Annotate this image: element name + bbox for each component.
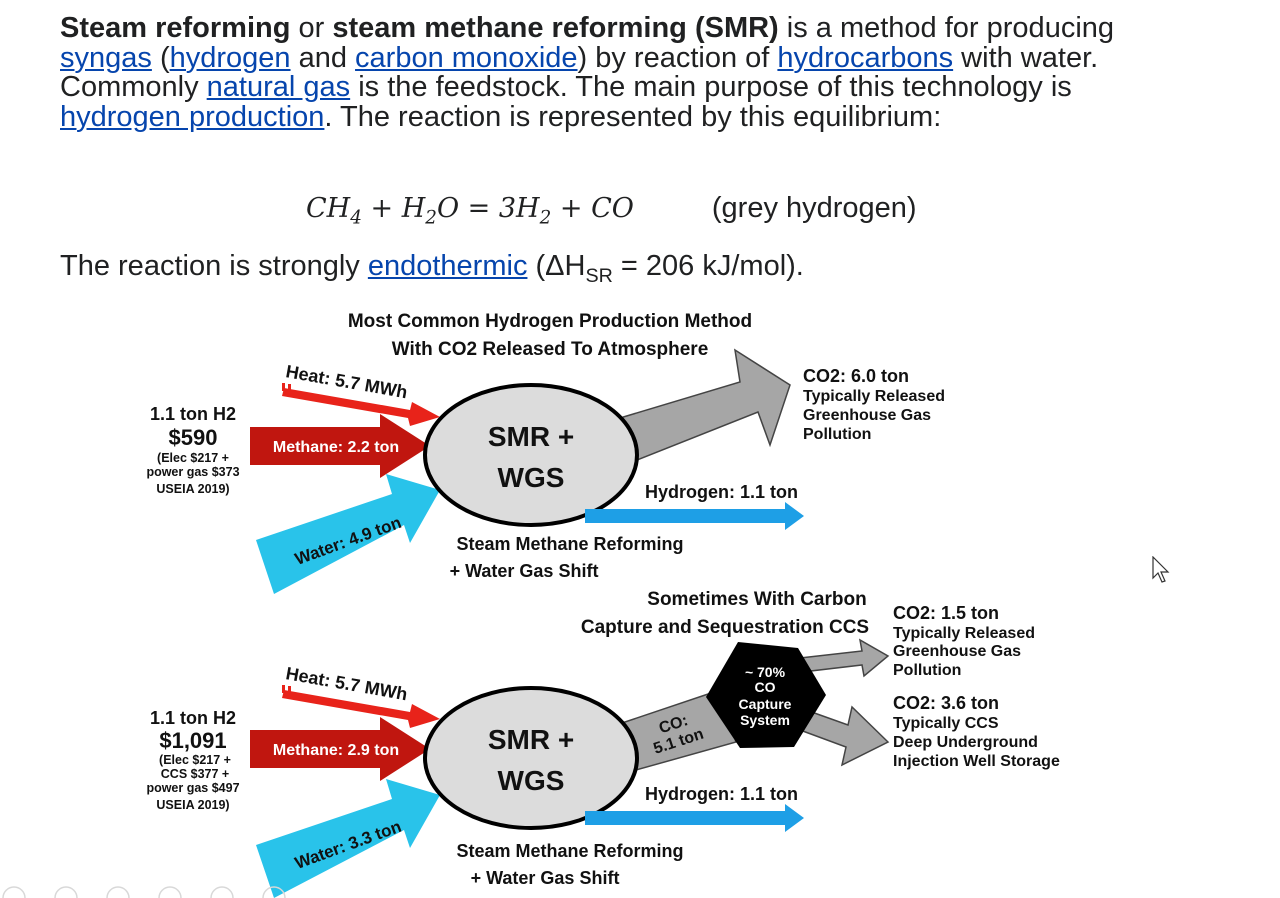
intro-paragraph: Steam reforming or steam methane reformi… <box>60 12 1115 133</box>
bottom-title-1: Sometimes With Carbon <box>647 589 866 610</box>
process-label-1: Steam Methane Reforming <box>456 841 683 861</box>
process-label-1: Steam Methane Reforming <box>456 534 683 554</box>
link-carbon-monoxide[interactable]: carbon monoxide <box>355 41 578 74</box>
capture-label-2: CO <box>755 679 776 695</box>
hydrogen-label: Hydrogen: 1.1 ton <box>645 482 798 502</box>
methane-label: Methane: 2.2 ton <box>273 439 399 456</box>
toolbar-button-icon[interactable] <box>262 886 286 898</box>
link-endothermic[interactable]: endothermic <box>367 250 528 282</box>
co2-release-label-1: CO2: 1.5 ton <box>893 603 999 623</box>
methane-label: Methane: 2.9 ton <box>273 742 399 759</box>
capture-system <box>706 642 826 748</box>
link-hydrogen-production[interactable]: hydrogen production <box>60 100 325 133</box>
article-text: Steam reforming or steam methane reformi… <box>60 12 1180 133</box>
co2-storage-label-1: CO2: 3.6 ton <box>893 693 999 713</box>
process-label-2: + Water Gas Shift <box>471 868 620 888</box>
cost-note-3: USEIA 2019) <box>156 482 229 496</box>
smr-label-2: WGS <box>498 462 565 493</box>
term-steam-reforming: Steam reforming <box>60 12 291 44</box>
cost-value: $1,091 <box>159 728 226 753</box>
equation-math: CH4 + H2O = 3H2 + CO <box>306 193 634 229</box>
co2-release-label-3: Greenhouse Gas <box>893 643 1021 660</box>
co2-label-1: CO2: 6.0 ton <box>803 366 909 386</box>
co2-storage-label-2: Typically CCS <box>893 715 999 732</box>
cost-note-2: CCS $377 + <box>161 767 229 781</box>
heat-arrow-tail <box>282 383 285 391</box>
toolbar-button-icon[interactable] <box>54 886 78 898</box>
term-smr: steam methane reforming (SMR) <box>332 12 779 44</box>
top-title-1: Most Common Hydrogen Production Method <box>348 311 752 332</box>
bottom-title-2: Capture and Sequestration CCS <box>581 617 869 638</box>
cost-note-1: (Elec $217 + <box>159 753 231 767</box>
cost-label-1: 1.1 ton H2 <box>150 708 236 728</box>
link-syngas[interactable]: syngas <box>60 41 152 74</box>
cost-value: $590 <box>169 425 218 450</box>
heat-arrow-tail <box>288 686 291 694</box>
hydrogen-arrow <box>585 502 804 530</box>
hydrogen-label: Hydrogen: 1.1 ton <box>645 784 798 804</box>
bottom-diagram: Sometimes With Carbon Capture and Seques… <box>146 589 1060 898</box>
mouse-pointer-icon <box>1152 556 1170 583</box>
cost-note-1: (Elec $217 + <box>157 451 229 465</box>
link-hydrocarbons[interactable]: hydrocarbons <box>777 41 954 74</box>
toolbar-button-icon[interactable] <box>2 886 26 898</box>
top-diagram: Most Common Hydrogen Production Method W… <box>146 311 945 594</box>
co2-storage-label-4: Injection Well Storage <box>893 753 1060 770</box>
smr-reactor <box>423 383 639 527</box>
co2-label-2: Typically Released <box>803 388 945 405</box>
co2-arrow <box>619 348 791 464</box>
heat-arrow <box>282 690 440 728</box>
heat-arrow-tail <box>288 384 291 392</box>
process-label-2: + Water Gas Shift <box>450 561 599 581</box>
hydrogen-arrow <box>585 804 804 832</box>
co2-release-label-2: Typically Released <box>893 625 1035 642</box>
co2-label-4: Pollution <box>803 426 871 443</box>
water-arrow <box>256 474 440 594</box>
capture-label-3: Capture <box>739 696 792 712</box>
toolbar-button-icon[interactable] <box>210 886 234 898</box>
cost-note-4: USEIA 2019) <box>156 798 229 812</box>
smr-reactor <box>423 686 639 830</box>
methane-arrow <box>250 414 430 478</box>
co2-release-label-4: Pollution <box>893 662 961 679</box>
smr-label-1: SMR + <box>488 421 574 452</box>
water-arrow <box>256 779 440 898</box>
co2-storage-label-3: Deep Underground <box>893 734 1038 751</box>
link-hydrogen[interactable]: hydrogen <box>169 41 291 74</box>
endothermic-sentence: The reaction is strongly endothermic (ΔH… <box>60 250 804 287</box>
toolbar-button-icon[interactable] <box>106 886 130 898</box>
cost-label-1: 1.1 ton H2 <box>150 404 236 424</box>
co2-release-arrow <box>799 638 890 678</box>
link-natural-gas[interactable]: natural gas <box>206 71 351 103</box>
capture-label-4: System <box>740 712 790 728</box>
heat-arrow-tail <box>282 685 285 693</box>
smr-label-2: WGS <box>498 765 565 796</box>
top-title-2: With CO2 Released To Atmosphere <box>392 339 709 360</box>
co2-label-3: Greenhouse Gas <box>803 407 931 424</box>
toolbar-button-icon[interactable] <box>158 886 182 898</box>
methane-arrow <box>250 717 430 781</box>
equation-note: (grey hydrogen) <box>711 192 917 224</box>
smr-label-1: SMR + <box>488 724 574 755</box>
reaction-equation: CH4 + H2O = 3H2 + CO (grey hydrogen) <box>306 192 917 228</box>
cost-note-3: power gas $497 <box>146 781 239 795</box>
cost-note-2: power gas $373 <box>146 465 239 479</box>
capture-label-1: ~ 70% <box>745 664 786 680</box>
slide-toolbar[interactable] <box>0 884 300 898</box>
heat-arrow <box>282 388 440 426</box>
co2-storage-arrow <box>799 705 890 767</box>
